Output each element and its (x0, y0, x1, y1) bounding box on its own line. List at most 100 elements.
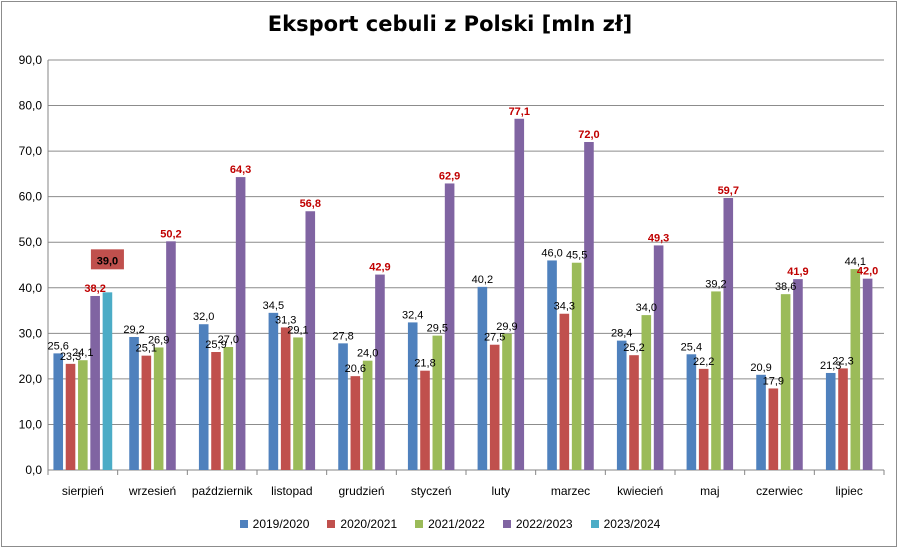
bar (616, 340, 627, 470)
data-label: 32,0 (193, 311, 214, 323)
x-tick-label: luty (491, 484, 510, 498)
data-label: 29,5 (427, 323, 448, 335)
legend-label: 2019/2020 (252, 517, 310, 531)
bar (793, 279, 803, 470)
y-tick-label: 60,0 (19, 190, 43, 204)
y-tick-label: 20,0 (19, 372, 43, 386)
data-label: 42,9 (369, 262, 390, 274)
bar (756, 374, 766, 470)
legend-swatch (502, 520, 511, 528)
data-label: 38,2 (84, 283, 105, 295)
data-label: 24,1 (72, 347, 93, 359)
bar (338, 343, 348, 470)
y-tick-label: 10,0 (19, 417, 43, 431)
data-label: 25,2 (623, 342, 644, 354)
y-tick-label: 0,0 (25, 463, 42, 477)
data-label: 26,9 (148, 334, 169, 346)
y-tick-label: 80,0 (19, 99, 43, 113)
data-label-box (90, 249, 124, 270)
bar (711, 291, 721, 470)
data-label: 64,3 (230, 164, 251, 176)
data-label: 34,5 (263, 300, 284, 312)
data-label: 38,6 (775, 281, 796, 293)
data-label: 50,2 (160, 228, 181, 240)
x-tick-label: wrzesień (128, 484, 176, 498)
x-tick-label: czerwiec (756, 484, 803, 498)
bar (559, 313, 570, 470)
bar (129, 336, 139, 470)
bar (571, 262, 582, 470)
chart-title: Eksport cebuli z Polski [mln zł] (267, 12, 633, 36)
data-label: 34,0 (636, 302, 657, 314)
bar (420, 370, 430, 470)
x-tick-label: październik (192, 484, 254, 498)
bar (723, 198, 734, 471)
x-tick-label: kwiecień (617, 484, 663, 498)
data-label: 56,8 (300, 198, 321, 210)
bar (235, 177, 246, 471)
x-tick-label: styczeń (411, 484, 452, 498)
legend-swatch (415, 520, 424, 528)
legend-label: 2020/2021 (340, 517, 398, 531)
bar (293, 337, 303, 470)
bar (629, 355, 639, 470)
data-label: 32,4 (402, 309, 423, 321)
x-tick-label: sierpień (62, 484, 104, 498)
data-label: 23,3 (60, 351, 81, 363)
data-label: 46,0 (541, 247, 562, 259)
legend-label: 2023/2024 (603, 517, 661, 531)
data-label: 29,9 (496, 321, 517, 333)
data-label: 77,1 (509, 106, 530, 118)
data-label: 20,9 (750, 362, 771, 374)
data-label: 25,6 (48, 340, 69, 352)
bar (166, 241, 176, 470)
bar (78, 360, 88, 470)
data-label: 28,4 (611, 328, 632, 340)
data-label: 27,0 (218, 334, 239, 346)
bar (375, 274, 385, 470)
bar (489, 344, 500, 470)
y-tick-label: 30,0 (19, 326, 43, 340)
x-tick-label: maj (700, 484, 719, 498)
chart-legend: 2019/2020 2020/2021 2021/2022 2022/2023 2023… (0, 517, 900, 531)
legend-swatch (590, 520, 599, 528)
x-tick-label: grudzień (338, 484, 384, 498)
legend-swatch (239, 520, 248, 528)
x-tick-label: listopad (271, 484, 312, 498)
data-label: 21,3 (820, 360, 841, 372)
y-tick-label: 70,0 (19, 144, 43, 158)
data-label: 72,0 (578, 129, 599, 141)
bar (547, 260, 557, 470)
bar (432, 335, 443, 470)
data-label: 59,7 (718, 185, 739, 197)
y-tick-label: 90,0 (19, 53, 43, 67)
y-tick-label: 50,0 (19, 235, 43, 249)
bar (850, 269, 861, 470)
data-label: 22,3 (832, 355, 853, 367)
legend-item: 2022/2023 (502, 517, 573, 531)
bar (153, 347, 164, 470)
legend-item: 2021/2022 (415, 517, 485, 531)
bar (698, 368, 709, 470)
bar (862, 278, 873, 470)
bar (90, 295, 100, 470)
data-label: 24,0 (357, 348, 378, 360)
legend-label: 2021/2022 (428, 517, 485, 531)
y-tick-label: 40,0 (19, 281, 43, 295)
bar (198, 324, 209, 470)
data-label: 25,9 (205, 339, 226, 351)
data-label: 42,0 (857, 266, 878, 278)
data-label: 25,1 (136, 343, 157, 355)
legend-swatch (327, 520, 336, 528)
data-label: 62,9 (439, 170, 460, 182)
legend-label: 2022/2023 (515, 517, 573, 531)
data-label: 41,9 (787, 266, 808, 278)
data-label: 21,8 (414, 358, 435, 370)
bar (223, 347, 234, 470)
data-label: 29,1 (287, 324, 308, 336)
bar (65, 363, 76, 470)
bar (768, 388, 779, 470)
legend-item: 2023/2024 (590, 517, 661, 531)
bar (268, 312, 279, 470)
data-label: 31,3 (275, 314, 296, 326)
